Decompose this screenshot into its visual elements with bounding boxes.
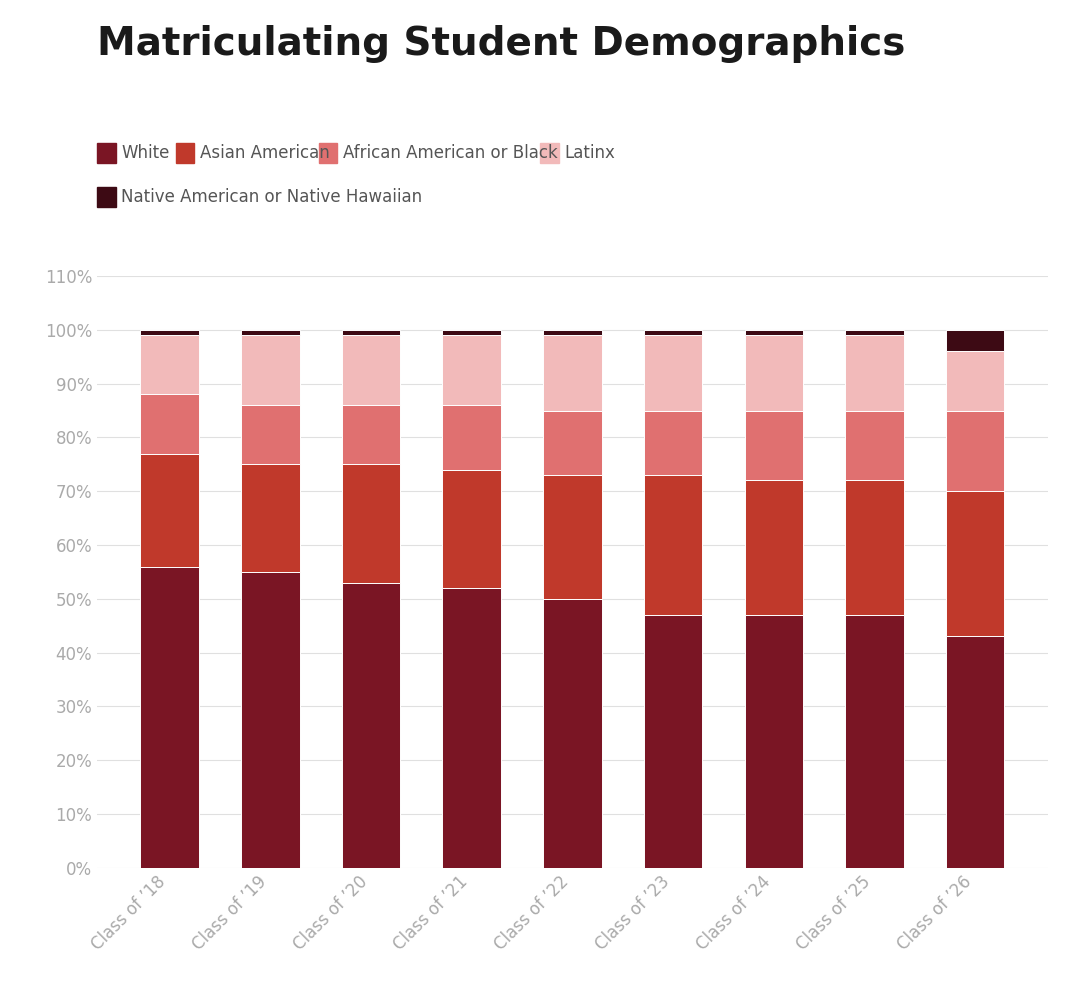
- Bar: [744, 615, 804, 868]
- Text: Matriculating Student Demographics: Matriculating Student Demographics: [97, 25, 905, 63]
- Bar: [241, 464, 299, 572]
- Bar: [846, 335, 904, 410]
- Bar: [443, 588, 501, 868]
- Bar: [846, 615, 904, 868]
- Bar: [341, 335, 401, 405]
- Bar: [140, 335, 199, 394]
- Text: Latinx: Latinx: [564, 144, 616, 162]
- Bar: [341, 583, 401, 868]
- Text: White: White: [121, 144, 170, 162]
- Bar: [644, 475, 702, 615]
- Bar: [946, 636, 1004, 868]
- Bar: [543, 599, 602, 868]
- Bar: [241, 330, 299, 335]
- Bar: [140, 567, 199, 868]
- Bar: [341, 405, 401, 464]
- Text: Native American or Native Hawaiian: Native American or Native Hawaiian: [121, 188, 422, 206]
- Bar: [543, 475, 602, 599]
- Bar: [946, 351, 1004, 410]
- Bar: [744, 410, 804, 480]
- Bar: [241, 405, 299, 464]
- Text: Asian American: Asian American: [200, 144, 329, 162]
- Bar: [744, 480, 804, 615]
- Bar: [846, 410, 904, 480]
- Bar: [644, 615, 702, 868]
- Bar: [140, 394, 199, 454]
- Bar: [644, 335, 702, 410]
- Bar: [543, 335, 602, 410]
- Bar: [443, 330, 501, 335]
- Bar: [140, 454, 199, 567]
- Bar: [543, 410, 602, 475]
- Bar: [744, 335, 804, 410]
- Text: African American or Black: African American or Black: [342, 144, 557, 162]
- Bar: [241, 335, 299, 405]
- Bar: [644, 330, 702, 335]
- Bar: [241, 572, 299, 868]
- Bar: [341, 330, 401, 335]
- Bar: [443, 335, 501, 405]
- Bar: [946, 330, 1004, 351]
- Bar: [846, 480, 904, 615]
- Bar: [543, 330, 602, 335]
- Bar: [946, 410, 1004, 491]
- Bar: [946, 491, 1004, 636]
- Bar: [443, 405, 501, 469]
- Bar: [140, 330, 199, 335]
- Bar: [443, 469, 501, 588]
- Bar: [846, 330, 904, 335]
- Bar: [644, 410, 702, 475]
- Bar: [744, 330, 804, 335]
- Bar: [341, 464, 401, 583]
